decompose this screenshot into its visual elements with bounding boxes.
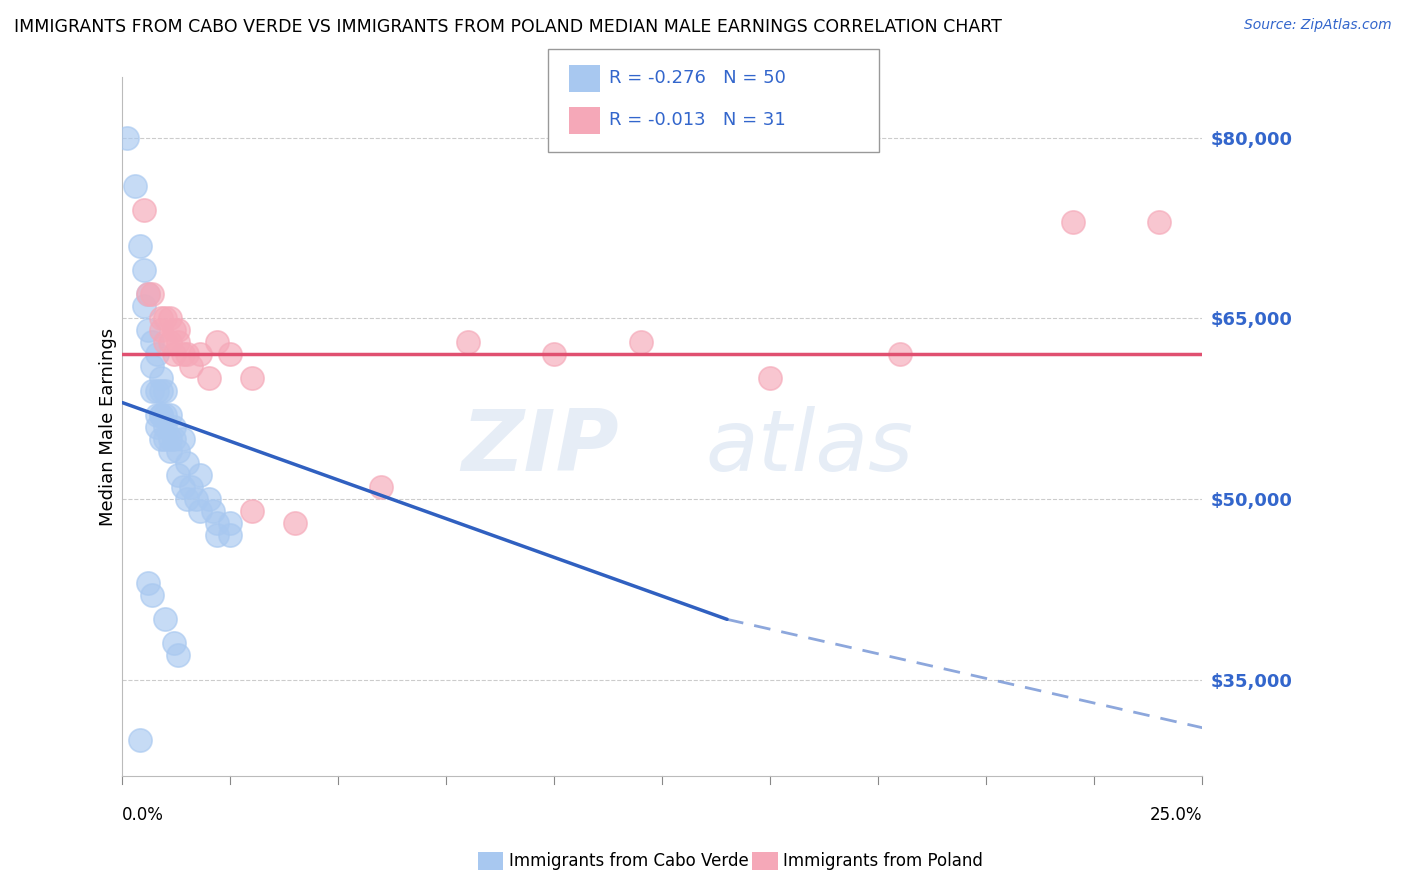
Point <box>115 130 138 145</box>
Point <box>188 347 211 361</box>
Point <box>163 347 186 361</box>
Point <box>163 432 186 446</box>
Point <box>1147 215 1170 229</box>
Point <box>136 287 159 301</box>
Point <box>197 371 219 385</box>
Point <box>163 323 186 337</box>
Text: IMMIGRANTS FROM CABO VERDE VS IMMIGRANTS FROM POLAND MEDIAN MALE EARNINGS CORREL: IMMIGRANTS FROM CABO VERDE VS IMMIGRANTS… <box>14 18 1002 36</box>
Point <box>159 408 181 422</box>
Text: ZIP: ZIP <box>461 406 619 489</box>
Point <box>150 408 173 422</box>
Point <box>630 335 652 350</box>
Point <box>1062 215 1084 229</box>
Point <box>155 335 177 350</box>
Point <box>141 384 163 398</box>
Point <box>146 419 169 434</box>
Point <box>155 384 177 398</box>
Point <box>167 335 190 350</box>
Point <box>172 432 194 446</box>
Point <box>155 612 177 626</box>
Point <box>136 287 159 301</box>
Point <box>155 419 177 434</box>
Point <box>155 432 177 446</box>
Point <box>163 636 186 650</box>
Point <box>159 335 181 350</box>
Point <box>150 432 173 446</box>
Point <box>141 287 163 301</box>
Point <box>128 239 150 253</box>
Point <box>150 323 173 337</box>
Point <box>167 467 190 482</box>
Point <box>370 480 392 494</box>
Point <box>167 443 190 458</box>
Point <box>240 371 263 385</box>
Point <box>543 347 565 361</box>
Point <box>150 311 173 326</box>
Point <box>176 456 198 470</box>
Point <box>128 732 150 747</box>
Point <box>167 648 190 663</box>
Point <box>176 347 198 361</box>
Point <box>146 408 169 422</box>
Point <box>141 588 163 602</box>
Point <box>124 178 146 193</box>
Point <box>219 516 242 530</box>
Text: 25.0%: 25.0% <box>1150 806 1202 824</box>
Point <box>132 202 155 217</box>
Text: R = -0.276   N = 50: R = -0.276 N = 50 <box>609 70 786 87</box>
Point <box>159 432 181 446</box>
Point <box>159 443 181 458</box>
Text: 0.0%: 0.0% <box>122 806 165 824</box>
Point <box>163 419 186 434</box>
Point <box>167 323 190 337</box>
Point <box>184 491 207 506</box>
Point <box>150 408 173 422</box>
Point <box>132 299 155 313</box>
Point <box>150 384 173 398</box>
Point <box>219 528 242 542</box>
Text: atlas: atlas <box>706 406 914 489</box>
Point <box>207 335 229 350</box>
Point <box>146 384 169 398</box>
Text: R = -0.013   N = 31: R = -0.013 N = 31 <box>609 112 786 129</box>
Text: Source: ZipAtlas.com: Source: ZipAtlas.com <box>1244 18 1392 32</box>
Point <box>146 347 169 361</box>
Point <box>159 311 181 326</box>
Point <box>150 371 173 385</box>
Point <box>136 576 159 591</box>
Point <box>284 516 307 530</box>
Point <box>207 516 229 530</box>
Point <box>172 347 194 361</box>
Text: Immigrants from Poland: Immigrants from Poland <box>783 852 983 870</box>
Point <box>889 347 911 361</box>
Point <box>188 467 211 482</box>
Point <box>180 359 202 374</box>
Point <box>136 323 159 337</box>
Point <box>176 491 198 506</box>
Point <box>207 528 229 542</box>
Point <box>188 504 211 518</box>
Point <box>155 311 177 326</box>
Point <box>141 335 163 350</box>
Point <box>132 263 155 277</box>
Point <box>240 504 263 518</box>
Point <box>201 504 224 518</box>
Text: Immigrants from Cabo Verde: Immigrants from Cabo Verde <box>509 852 749 870</box>
Point <box>219 347 242 361</box>
Point <box>759 371 782 385</box>
Point <box>141 359 163 374</box>
Point <box>155 408 177 422</box>
Point <box>172 480 194 494</box>
Point <box>197 491 219 506</box>
Point <box>180 480 202 494</box>
Point <box>457 335 479 350</box>
Y-axis label: Median Male Earnings: Median Male Earnings <box>100 327 117 525</box>
